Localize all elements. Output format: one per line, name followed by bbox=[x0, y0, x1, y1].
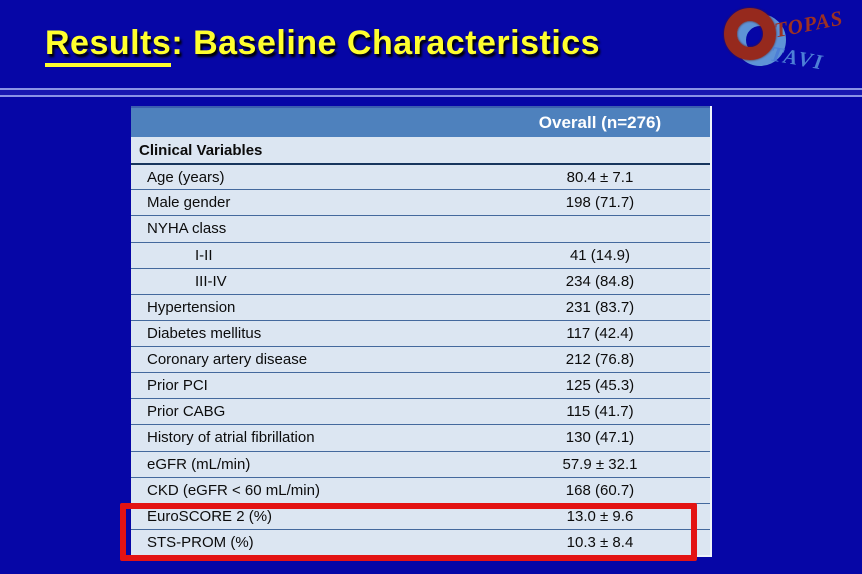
table-row: NYHA class bbox=[131, 215, 710, 242]
logo-text-topas: TOPAS bbox=[772, 5, 846, 43]
row-label: eGFR (mL/min) bbox=[147, 455, 251, 473]
table-row: Prior CABG 115 (41.7) bbox=[131, 398, 710, 425]
table-row: Age (years) 80.4 ± 7.1 bbox=[131, 163, 710, 190]
row-value: 130 (47.1) bbox=[565, 429, 635, 447]
table-row: Male gender 198 (71.7) bbox=[131, 189, 710, 216]
row-value: 168 (60.7) bbox=[565, 481, 635, 499]
table-row: Prior PCI 125 (45.3) bbox=[131, 372, 710, 399]
logo-ring-red-icon bbox=[724, 8, 776, 60]
slide-title-subtitle: : Baseline Characteristics bbox=[171, 24, 601, 62]
row-value: 80.4 ± 7.1 bbox=[566, 168, 634, 186]
table-row: I-II 41 (14.9) bbox=[131, 241, 710, 268]
row-value: 57.9 ± 32.1 bbox=[562, 455, 638, 473]
slide-title-results: Results bbox=[45, 24, 172, 67]
row-value: 212 (76.8) bbox=[565, 351, 635, 369]
row-value: 125 (45.3) bbox=[565, 377, 635, 395]
row-label: Hypertension bbox=[147, 298, 236, 316]
table-row: III-IV 234 (84.8) bbox=[131, 267, 710, 294]
row-label: Prior PCI bbox=[147, 377, 208, 395]
row-value: 115 (41.7) bbox=[566, 403, 634, 421]
table-row: CKD (eGFR < 60 mL/min) 168 (60.7) bbox=[131, 476, 710, 503]
row-label: Coronary artery disease bbox=[147, 351, 308, 369]
row-label: Age (years) bbox=[147, 168, 225, 186]
row-value: 234 (84.8) bbox=[565, 272, 635, 290]
table-row: STS-PROM (%) 10.3 ± 8.4 bbox=[131, 528, 710, 555]
row-label: I-II bbox=[195, 246, 213, 264]
row-label: Prior CABG bbox=[147, 403, 226, 421]
table-row: Diabetes mellitus 117 (42.4) bbox=[131, 319, 710, 346]
table-row: History of atrial fibrillation 130 (47.1) bbox=[131, 424, 710, 451]
row-label: III-IV bbox=[195, 272, 227, 290]
table-row: Clinical Variables bbox=[131, 137, 710, 164]
table-body: Clinical Variables Age (years) 80.4 ± 7.1 M… bbox=[131, 137, 710, 555]
row-label: EuroSCORE 2 (%) bbox=[147, 507, 273, 525]
topas-tavi-logo: TOPAS TAVI bbox=[712, 2, 862, 86]
row-value: 198 (71.7) bbox=[565, 194, 635, 212]
row-value: 117 (42.4) bbox=[566, 324, 634, 342]
row-label: NYHA class bbox=[147, 220, 227, 238]
row-value: 41 (14.9) bbox=[569, 246, 630, 264]
table-row: eGFR (mL/min) 57.9 ± 32.1 bbox=[131, 450, 710, 477]
table-header-overall-column: Overall (n=276) bbox=[538, 112, 662, 132]
table-row: EuroSCORE 2 (%) 13.0 ± 9.6 bbox=[131, 502, 710, 529]
title-divider-rule bbox=[0, 88, 862, 97]
row-value: 231 (83.7) bbox=[565, 298, 635, 316]
row-label: CKD (eGFR < 60 mL/min) bbox=[147, 481, 320, 499]
table-header-row: Overall (n=276) bbox=[131, 106, 710, 137]
row-label: Clinical Variables bbox=[139, 141, 263, 159]
row-label: Diabetes mellitus bbox=[147, 324, 262, 342]
logo-text-tavi: TAVI bbox=[768, 41, 827, 75]
row-label: History of atrial fibrillation bbox=[147, 429, 315, 447]
baseline-characteristics-table: Overall (n=276) Clinical Variables Age (y… bbox=[131, 106, 712, 557]
row-label: STS-PROM (%) bbox=[147, 533, 254, 551]
row-label: Male gender bbox=[147, 194, 231, 212]
slide-title: Results: Baseline Characteristics bbox=[45, 24, 601, 67]
row-value: 13.0 ± 9.6 bbox=[566, 507, 634, 525]
row-value: 10.3 ± 8.4 bbox=[566, 533, 634, 551]
table-row: Coronary artery disease 212 (76.8) bbox=[131, 346, 710, 373]
table-row: Hypertension 231 (83.7) bbox=[131, 293, 710, 320]
